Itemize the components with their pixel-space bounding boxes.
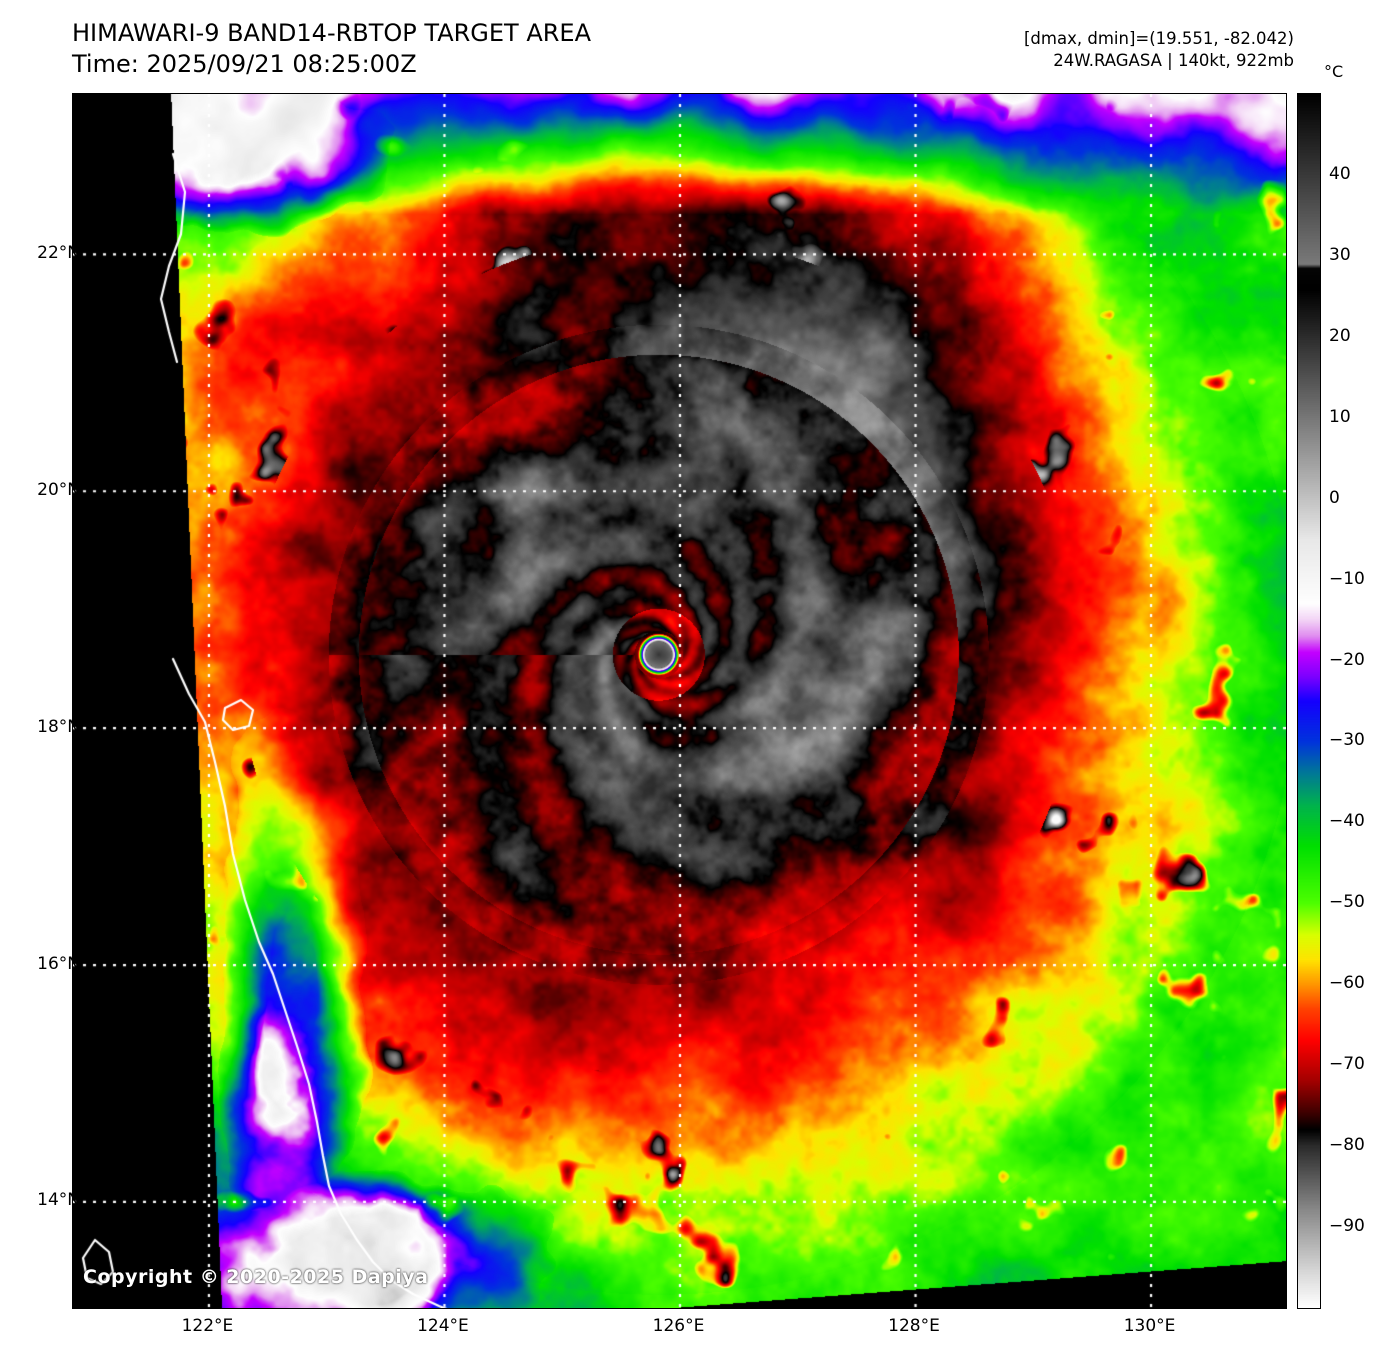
colorbar-tick-neg30: −30	[1329, 730, 1365, 751]
colorbar-tick-neg20: −20	[1329, 649, 1365, 670]
storm-intensity-readout: 24W.RAGASA | 140kt, 922mb	[1053, 51, 1294, 70]
longitude-tick-130: 130°E	[1123, 1316, 1176, 1336]
latitude-tick-22: 22°N	[37, 242, 80, 263]
latitude-tick-16: 16°N	[37, 953, 80, 974]
colorbar-tick-20: 20	[1329, 325, 1351, 346]
colorbar-tick-neg60: −60	[1329, 973, 1365, 994]
latitude-tick-14: 14°N	[37, 1190, 80, 1211]
latitude-tick-20: 20°N	[37, 479, 80, 500]
colorbar-tick-neg50: −50	[1329, 892, 1365, 913]
colorbar-tick-30: 30	[1329, 244, 1351, 265]
lat-lon-gridlines	[73, 94, 1286, 1308]
satellite-image-plot[interactable]: Copyright © 2020-2025 Dapiya	[72, 93, 1287, 1309]
colorbar-tick-0: 0	[1329, 487, 1340, 508]
colorbar-gradient	[1298, 94, 1320, 1308]
copyright-notice: Copyright © 2020-2025 Dapiya	[83, 1266, 429, 1288]
longitude-tick-126: 126°E	[652, 1316, 705, 1336]
temperature-colorbar[interactable]	[1297, 93, 1321, 1309]
page-title: HIMAWARI-9 BAND14-RBTOP TARGET AREA	[72, 19, 592, 47]
longitude-tick-122: 122°E	[181, 1316, 234, 1336]
colorbar-unit-label: °C	[1324, 62, 1344, 81]
colorbar-tick-neg40: −40	[1329, 811, 1365, 832]
colorbar-tick-neg70: −70	[1329, 1054, 1365, 1075]
longitude-tick-128: 128°E	[888, 1316, 940, 1336]
longitude-tick-124: 124°E	[417, 1316, 469, 1336]
colorbar-tick-neg10: −10	[1329, 568, 1365, 589]
header-meta-block: [dmax, dmin]=(19.551, -82.042) 24W.RAGAS…	[1024, 28, 1294, 72]
dmax-dmin-readout: [dmax, dmin]=(19.551, -82.042)	[1024, 29, 1294, 48]
colorbar-tick-neg80: −80	[1329, 1135, 1365, 1156]
colorbar-tick-10: 10	[1329, 406, 1351, 427]
header-title-block: HIMAWARI-9 BAND14-RBTOP TARGET AREA Time…	[72, 18, 772, 80]
latitude-tick-18: 18°N	[37, 716, 80, 737]
colorbar-tick-neg90: −90	[1329, 1216, 1365, 1237]
page-subtitle-time: Time: 2025/09/21 08:25:00Z	[72, 50, 417, 78]
colorbar-tick-40: 40	[1329, 163, 1351, 184]
